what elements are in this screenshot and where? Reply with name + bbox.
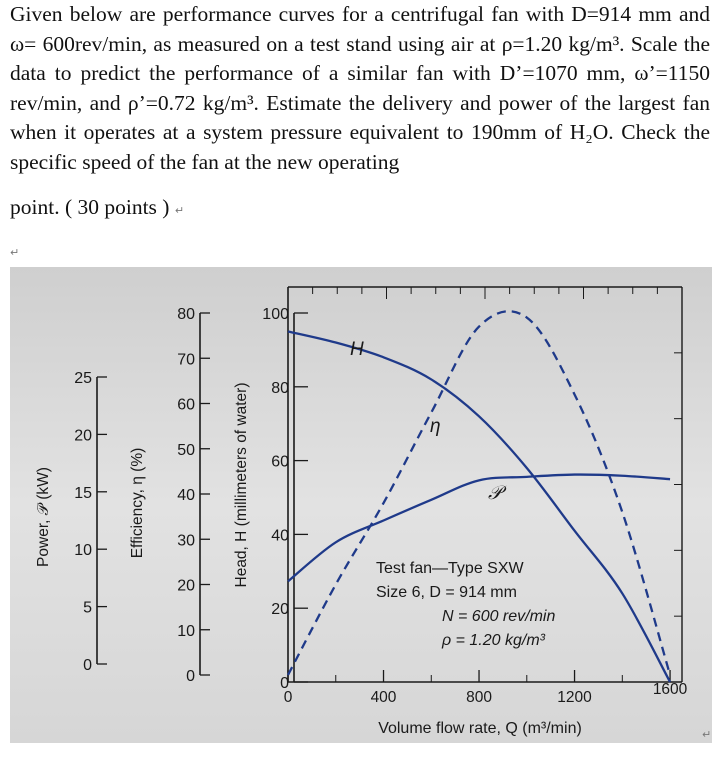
axis-2-label: Head, H (millimeters of water) (233, 383, 250, 588)
axis-1-tick-label: 50 (177, 442, 195, 459)
plot-frame (287, 286, 683, 683)
axis-0-tick-label: 20 (74, 427, 92, 444)
axis-0-label: Power, 𝒫 (kW) (35, 467, 52, 567)
problem-statement: Given below are performance curves for a… (10, 0, 710, 177)
axis-2-tick-label: 60 (271, 454, 289, 471)
x-axis: 0 400 800 1200 1600 Volume flow rate, Q (m³/m… (284, 670, 688, 737)
axis-2-tick-label: 80 (271, 380, 289, 397)
axis-0-tick-label: 0 (83, 657, 92, 674)
series-efficiency-label: η (430, 416, 441, 437)
x-tick-label: 400 (371, 689, 397, 706)
axis-1-tick-label: 30 (177, 532, 195, 549)
axis-1-tick-label: 60 (177, 397, 195, 414)
legend-line-1: Test fan—Type SXW (376, 560, 525, 577)
return-mark-icon: ↵ (10, 246, 20, 259)
series-efficiency-line (286, 310, 672, 676)
axis-1-tick-label: 40 (177, 487, 195, 504)
axis-1-label: Efficiency, η (%) (129, 448, 146, 559)
axis-1-tick-label: 20 (177, 578, 195, 595)
axis-0-tick-label: 10 (74, 542, 92, 559)
points-text: point. ( 30 points ) (10, 195, 170, 219)
axis-1-tick-label: 0 (186, 668, 195, 685)
problem-text: Given below are performance curves for a… (10, 2, 710, 174)
axis-0-tick-label: 5 (83, 600, 92, 617)
axis-2-tick-label: 0 (280, 675, 289, 692)
axis-0-tick-label: 15 (74, 485, 92, 502)
series-head-label: H (350, 339, 364, 360)
points-line: point. ( 30 points ) ↵ (10, 195, 184, 220)
axis-2-tick-label: 20 (271, 601, 289, 618)
legend-line-3: N = 600 rev/min (442, 608, 555, 625)
legend: Test fan—Type SXW Size 6, D = 914 mm N =… (376, 560, 555, 649)
series-head-line (287, 330, 672, 683)
return-mark-icon: ↵ (174, 204, 185, 217)
legend-line-2: Size 6, D = 914 mm (376, 584, 517, 601)
axis-2-tick-label: 100 (262, 306, 289, 323)
x-tick-label: 0 (284, 689, 293, 706)
performance-chart: 0 5 10 15 20 25 Power, 𝒫 (kW) 0 10 20 30 40 50 60 70 80… (10, 267, 712, 743)
axis-1-tick-label: 10 (177, 623, 195, 640)
axis-0-tick-label: 25 (74, 370, 92, 387)
series-power-line (287, 473, 671, 583)
return-mark-icon: ↵ (702, 728, 712, 741)
x-tick-label: 800 (466, 689, 492, 706)
x-tick-label: 1600 (653, 681, 688, 698)
x-axis-label: Volume flow rate, Q (m³/min) (378, 720, 582, 737)
legend-line-4: ρ = 1.20 kg/m³ (441, 632, 546, 649)
axis-1-tick-label: 70 (177, 351, 195, 368)
chart-photo: 0 5 10 15 20 25 Power, 𝒫 (kW) 0 10 20 30 40 50 60 70 80… (10, 267, 712, 743)
photo-background (10, 267, 712, 743)
y-axes: 0 5 10 15 20 25 Power, 𝒫 (kW) 0 10 20 30 40 50 60 70 80… (35, 306, 308, 692)
axis-2-tick-label: 40 (271, 527, 289, 544)
axis-1-tick-label: 80 (177, 306, 195, 323)
x-tick-label: 1200 (557, 689, 592, 706)
